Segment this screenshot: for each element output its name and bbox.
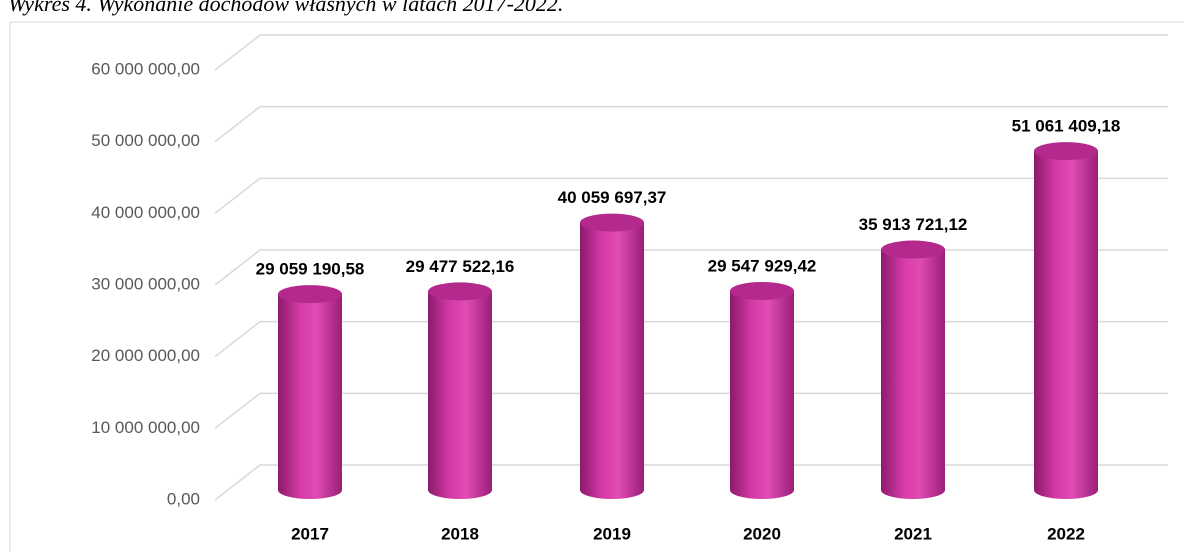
grid-line [214,392,1168,429]
bar-top [580,213,644,232]
x-tick-label: 2018 [441,524,479,543]
bar-top [881,240,945,259]
chart-title: Wykres 4. Wykonanie dochodów własnych w … [8,0,563,16]
y-tick-label: 10 000 000,00 [91,418,200,437]
bar-top [1034,142,1098,161]
y-tick-label: 40 000 000,00 [91,203,200,222]
x-tick-label: 2020 [743,524,781,543]
bar [730,290,794,499]
grid-line [214,320,1168,358]
x-tick-label: 2021 [894,524,932,543]
chart-frame [9,21,1184,552]
value-label: 29 059 190,58 [256,260,365,279]
y-tick-label: 30 000 000,00 [91,274,200,293]
x-tick-label: 2022 [1047,524,1085,543]
grid-line [214,177,1168,214]
y-tick-label: 60 000 000,00 [91,59,200,78]
grid-line [214,34,1168,71]
x-tick-label: 2017 [291,524,329,543]
y-tick-label: 20 000 000,00 [91,346,200,365]
value-label: 35 913 721,12 [859,215,968,234]
x-tick-label: 2019 [593,524,631,543]
bar [1034,151,1098,500]
bar [881,249,945,499]
value-label: 40 059 697,37 [558,188,667,207]
bar-top [730,281,794,300]
bar [428,291,492,499]
bar-top [278,285,342,304]
y-tick-label: 50 000 000,00 [91,131,200,150]
grid-line [214,249,1168,286]
value-label: 29 477 522,16 [406,257,515,276]
bar [580,222,644,499]
grid-line [214,105,1168,143]
y-tick-label: 0,00 [167,489,200,508]
grid-line [214,464,1168,501]
value-label: 51 061 409,18 [1012,117,1121,136]
bar-top [428,282,492,301]
bar [278,294,342,499]
value-label: 29 547 929,42 [708,256,817,275]
